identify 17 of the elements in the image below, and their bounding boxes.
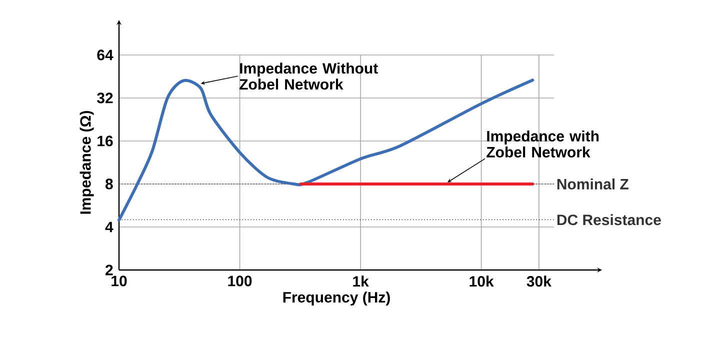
y-tick-label: 32 <box>97 92 113 104</box>
x-tick-label: 100 <box>228 276 252 286</box>
y-tick-label: 16 <box>98 136 113 146</box>
x-tick-label: 1k <box>353 276 369 287</box>
ref-line-label: DC Resistance <box>557 214 661 226</box>
x-tick-label: 30k <box>526 276 552 287</box>
annotation: Impedance with Zobel Network <box>486 130 599 158</box>
y-tick-label: 64 <box>97 50 114 60</box>
x-tick-label: 10 <box>112 276 127 286</box>
y-tick-label: 4 <box>105 222 114 232</box>
x-tick-label: 10k <box>470 276 494 287</box>
x-axis-title: Frequency (Hz) <box>283 292 390 306</box>
annotation: Impedance Without Zobel Network <box>240 62 378 90</box>
y-axis-title: Impedance (Ω) <box>80 110 94 214</box>
y-tick-label: 8 <box>105 178 113 190</box>
y-tick-label: 2 <box>106 264 113 276</box>
ref-line-label: Nominal Z <box>557 178 628 190</box>
